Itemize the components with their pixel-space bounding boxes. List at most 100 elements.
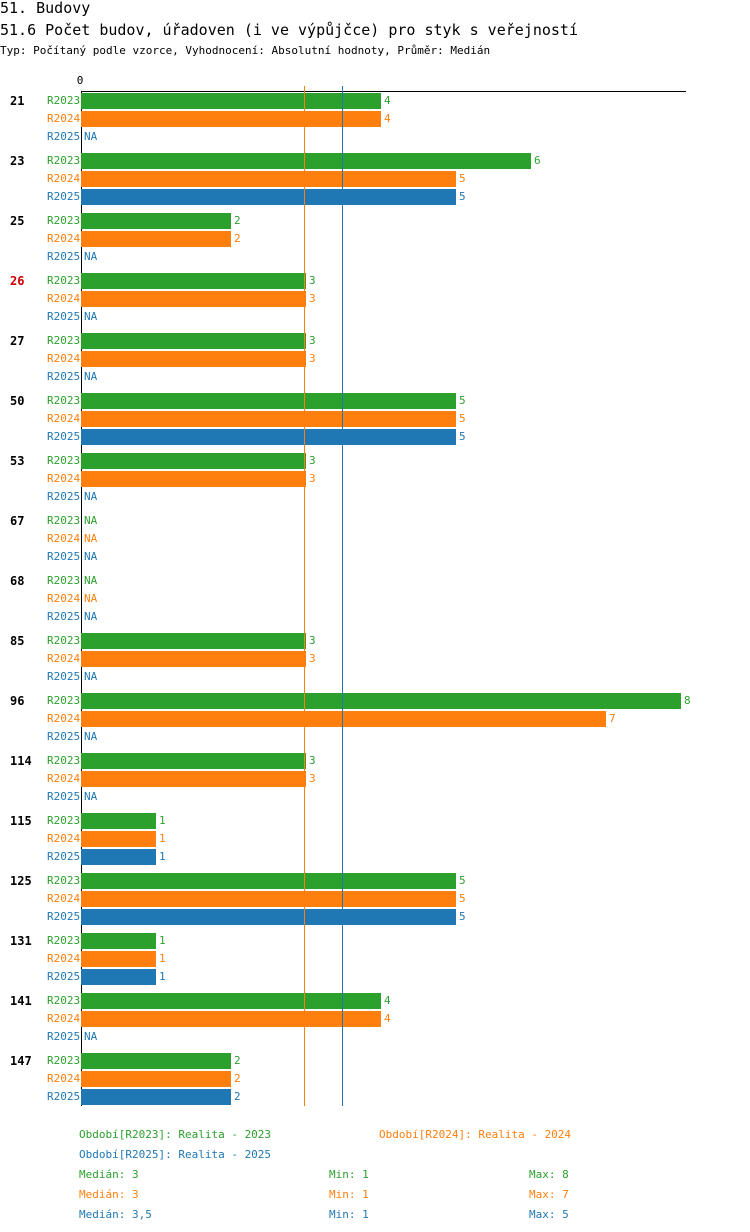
bar	[81, 693, 681, 709]
group-label: 50	[10, 394, 24, 408]
value-label: 2	[234, 1072, 241, 1085]
bar	[81, 933, 156, 949]
series-label: R2025	[47, 790, 80, 803]
series-label: R2024	[47, 472, 80, 485]
value-label: 2	[234, 232, 241, 245]
bar	[81, 873, 456, 889]
group-label: 125	[10, 874, 32, 888]
chart-title: 51.6 Počet budov, úřadoven (i ve výpůjčc…	[0, 21, 578, 39]
series-label: R2025	[47, 850, 80, 863]
na-label: NA	[84, 370, 98, 383]
group-label: 23	[10, 154, 24, 168]
series-label: R2025	[47, 1030, 80, 1043]
na-label: NA	[84, 610, 98, 623]
bar	[81, 291, 306, 307]
chart-section-title: 51. Budovy	[0, 0, 91, 17]
bar	[81, 189, 456, 205]
group-label: 53	[10, 454, 24, 468]
bar	[81, 951, 156, 967]
bar	[81, 273, 306, 289]
value-label: 2	[234, 1054, 241, 1067]
series-label: R2025	[47, 130, 80, 143]
series-label: R2024	[47, 712, 80, 725]
na-label: NA	[84, 250, 98, 263]
bar	[81, 831, 156, 847]
bar	[81, 909, 456, 925]
series-label: R2025	[47, 970, 80, 983]
series-label: R2024	[47, 232, 80, 245]
bar	[81, 411, 456, 427]
value-label: 4	[384, 1012, 391, 1025]
na-label: NA	[84, 130, 98, 143]
na-label: NA	[84, 532, 98, 545]
value-label: 7	[609, 712, 616, 725]
bar	[81, 651, 306, 667]
series-label: R2023	[47, 214, 80, 227]
bar	[81, 171, 456, 187]
series-label: R2023	[47, 154, 80, 167]
bar	[81, 969, 156, 985]
series-label: R2024	[47, 352, 80, 365]
value-label: 5	[459, 874, 466, 887]
series-label: R2025	[47, 310, 80, 323]
group-label: 147	[10, 1054, 32, 1068]
na-label: NA	[84, 574, 98, 587]
group-label: 114	[10, 754, 32, 768]
stat-max-r2025: Max: 5	[529, 1208, 569, 1221]
value-label: 1	[159, 952, 166, 965]
bar	[81, 711, 606, 727]
series-label: R2023	[47, 334, 80, 347]
series-label: R2025	[47, 550, 80, 563]
bar	[81, 393, 456, 409]
bar	[81, 753, 306, 769]
stat-min-r2023: Min: 1	[329, 1168, 369, 1181]
series-label: R2023	[47, 994, 80, 1007]
series-label: R2023	[47, 754, 80, 767]
group-label: 27	[10, 334, 24, 348]
bar	[81, 111, 381, 127]
value-label: 3	[309, 754, 316, 767]
series-label: R2023	[47, 814, 80, 827]
group-label: 141	[10, 994, 32, 1008]
value-label: 5	[459, 190, 466, 203]
series-label: R2024	[47, 292, 80, 305]
series-label: R2023	[47, 274, 80, 287]
series-label: R2024	[47, 112, 80, 125]
value-label: 3	[309, 292, 316, 305]
bar	[81, 1011, 381, 1027]
group-label: 115	[10, 814, 32, 828]
value-label: 3	[309, 352, 316, 365]
series-label: R2024	[47, 592, 80, 605]
value-label: 3	[309, 652, 316, 665]
group-label: 131	[10, 934, 32, 948]
series-label: R2024	[47, 832, 80, 845]
series-label: R2024	[47, 172, 80, 185]
group-label: 21	[10, 94, 24, 108]
series-label: R2024	[47, 1072, 80, 1085]
series-label: R2025	[47, 490, 80, 503]
value-label: 5	[459, 910, 466, 923]
value-label: 5	[459, 394, 466, 407]
na-label: NA	[84, 790, 98, 803]
value-label: 2	[234, 214, 241, 227]
series-label: R2023	[47, 454, 80, 467]
value-label: 1	[159, 970, 166, 983]
series-label: R2024	[47, 412, 80, 425]
series-label: R2024	[47, 652, 80, 665]
stat-median-r2025: Medián: 3,5	[79, 1208, 152, 1221]
na-label: NA	[84, 730, 98, 743]
bar	[81, 213, 231, 229]
series-label: R2023	[47, 934, 80, 947]
value-label: 3	[309, 334, 316, 347]
series-label: R2025	[47, 670, 80, 683]
bar	[81, 771, 306, 787]
series-label: R2023	[47, 574, 80, 587]
value-label: 3	[309, 772, 316, 785]
series-label: R2025	[47, 610, 80, 623]
legend-r2024: Období[R2024]: Realita - 2024	[379, 1128, 572, 1141]
value-label: 3	[309, 454, 316, 467]
na-label: NA	[84, 310, 98, 323]
series-label: R2024	[47, 532, 80, 545]
value-label: 8	[684, 694, 691, 707]
bar	[81, 1053, 231, 1069]
